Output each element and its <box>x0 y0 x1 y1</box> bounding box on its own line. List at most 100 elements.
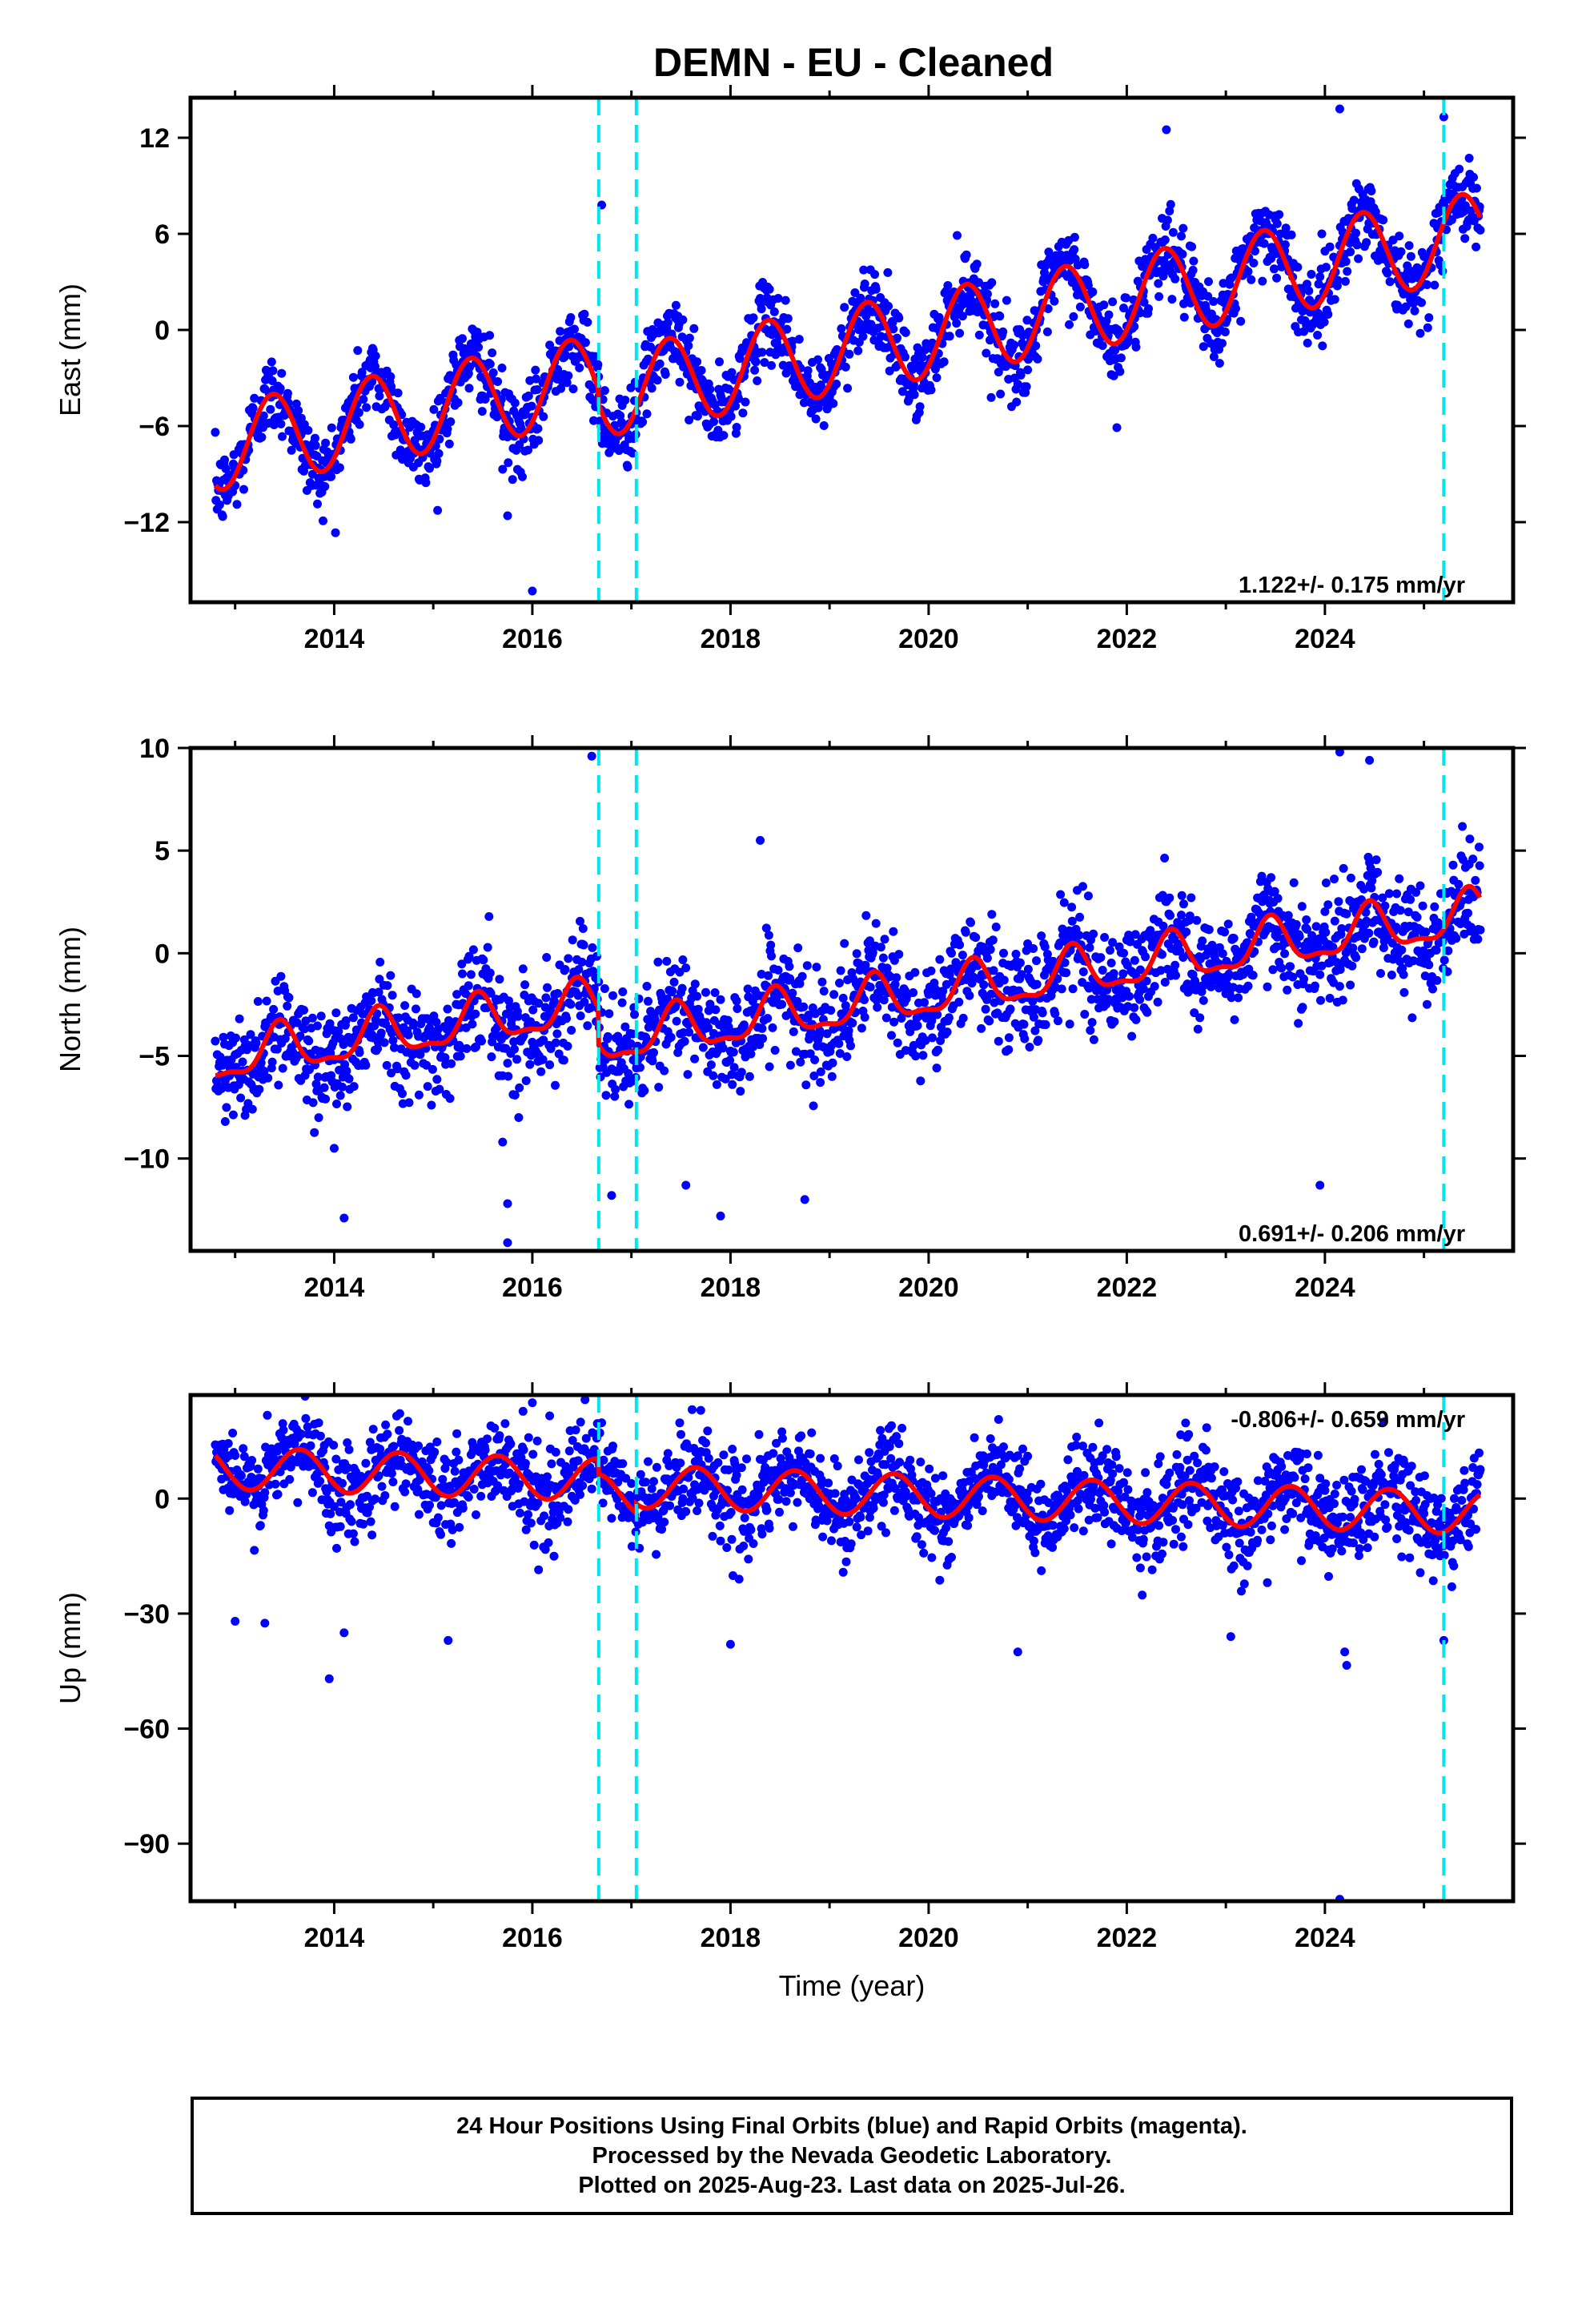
north-data-point <box>518 964 528 974</box>
north-data-point <box>1330 916 1339 926</box>
east-data-point <box>583 317 592 327</box>
north-data-point <box>1458 822 1468 831</box>
north-data-point <box>680 1036 689 1046</box>
east-data-point <box>425 464 434 473</box>
east-data-point <box>783 314 793 324</box>
north-data-point <box>881 1013 891 1023</box>
north-data-point <box>1130 955 1139 965</box>
east-data-point <box>1304 286 1314 296</box>
up-data-point <box>528 1449 538 1459</box>
north-data-point <box>1032 956 1041 966</box>
north-data-point <box>423 1082 432 1092</box>
north-data-point <box>991 923 1001 931</box>
east-data-point <box>493 377 503 386</box>
north-data-point <box>777 999 787 1009</box>
north-data-point <box>1085 943 1094 952</box>
north-y-tick-label: 10 <box>139 734 170 764</box>
north-data-point <box>1006 1004 1015 1014</box>
north-data-point <box>338 1082 347 1092</box>
up-data-point <box>344 1445 354 1454</box>
north-data-point <box>458 969 467 979</box>
north-data-point <box>1182 927 1191 937</box>
east-data-point <box>1415 328 1425 338</box>
north-data-point <box>572 978 582 987</box>
north-data-point <box>685 1027 694 1037</box>
north-data-points <box>211 748 1485 1248</box>
north-data-point <box>809 1072 819 1080</box>
north-data-point <box>834 1039 844 1048</box>
north-data-point <box>1141 952 1150 962</box>
east-x-tick-label: 2024 <box>1295 624 1355 654</box>
north-data-point <box>374 987 383 997</box>
east-data-point <box>534 436 544 445</box>
north-data-point <box>400 1001 410 1011</box>
up-data-point <box>677 1429 685 1439</box>
north-data-point <box>1464 908 1472 918</box>
north-data-point <box>1315 970 1325 979</box>
north-data-point <box>404 1098 414 1108</box>
north-data-point <box>331 1008 341 1018</box>
north-data-point <box>1127 1031 1137 1041</box>
north-data-point <box>367 996 376 1006</box>
north-data-point <box>1142 1007 1152 1017</box>
north-data-point <box>1110 1017 1119 1027</box>
north-data-point <box>568 935 577 945</box>
east-data-point <box>524 391 533 400</box>
north-data-point <box>878 953 888 963</box>
up-data-point <box>660 1518 669 1527</box>
north-data-point <box>1376 969 1385 978</box>
east-data-point <box>354 408 363 417</box>
east-data-point <box>1104 310 1114 320</box>
up-data-point <box>253 1464 263 1474</box>
north-data-point <box>1311 922 1321 931</box>
north-outlier-point <box>339 1213 349 1223</box>
east-data-point <box>1476 225 1485 235</box>
up-data-point <box>380 1491 390 1500</box>
up-data-point <box>649 1477 658 1486</box>
north-data-point <box>1020 1034 1030 1043</box>
north-data-point <box>1089 1035 1098 1044</box>
north-data-point <box>932 1063 942 1073</box>
up-data-point <box>607 1514 616 1523</box>
north-data-point <box>1086 1026 1095 1035</box>
up-data-point <box>383 1429 392 1439</box>
north-x-tick-label: 2016 <box>502 1273 563 1303</box>
north-data-point <box>512 1055 522 1064</box>
east-rate-label: 1.122+/- 0.175 mm/yr <box>1239 573 1465 598</box>
up-data-point <box>544 1538 553 1547</box>
up-data-point <box>519 1445 528 1454</box>
north-data-point <box>567 1026 576 1035</box>
north-data-point <box>693 991 702 1001</box>
north-data-point <box>321 1094 331 1104</box>
east-data-point <box>1065 320 1074 329</box>
east-data-point <box>588 395 597 404</box>
up-data-point <box>455 1522 464 1532</box>
east-data-point <box>915 402 925 412</box>
north-data-point <box>880 935 889 944</box>
figure-title: DEMN - EU - Cleaned <box>653 40 1054 85</box>
east-data-point <box>871 284 881 294</box>
east-data-point <box>773 294 783 303</box>
east-data-point <box>1099 300 1109 310</box>
east-data-point <box>566 313 576 322</box>
east-data-point <box>1188 265 1198 275</box>
north-data-point <box>773 965 783 975</box>
up-data-point <box>223 1439 233 1448</box>
north-data-point <box>788 988 797 998</box>
up-data-point <box>371 1494 379 1504</box>
north-data-point <box>1373 867 1383 877</box>
north-data-point <box>654 1083 664 1092</box>
east-data-point <box>1075 302 1085 312</box>
north-data-point <box>1135 995 1145 1004</box>
east-data-point <box>433 505 443 515</box>
east-data-point <box>393 388 403 398</box>
north-data-point <box>979 980 989 990</box>
east-data-point <box>1218 339 1227 348</box>
east-data-point <box>267 357 276 367</box>
up-data-point <box>279 1425 288 1435</box>
north-data-point <box>464 981 473 991</box>
east-data-point <box>1189 256 1199 266</box>
north-data-point <box>1475 842 1484 852</box>
north-data-point <box>796 1057 805 1067</box>
